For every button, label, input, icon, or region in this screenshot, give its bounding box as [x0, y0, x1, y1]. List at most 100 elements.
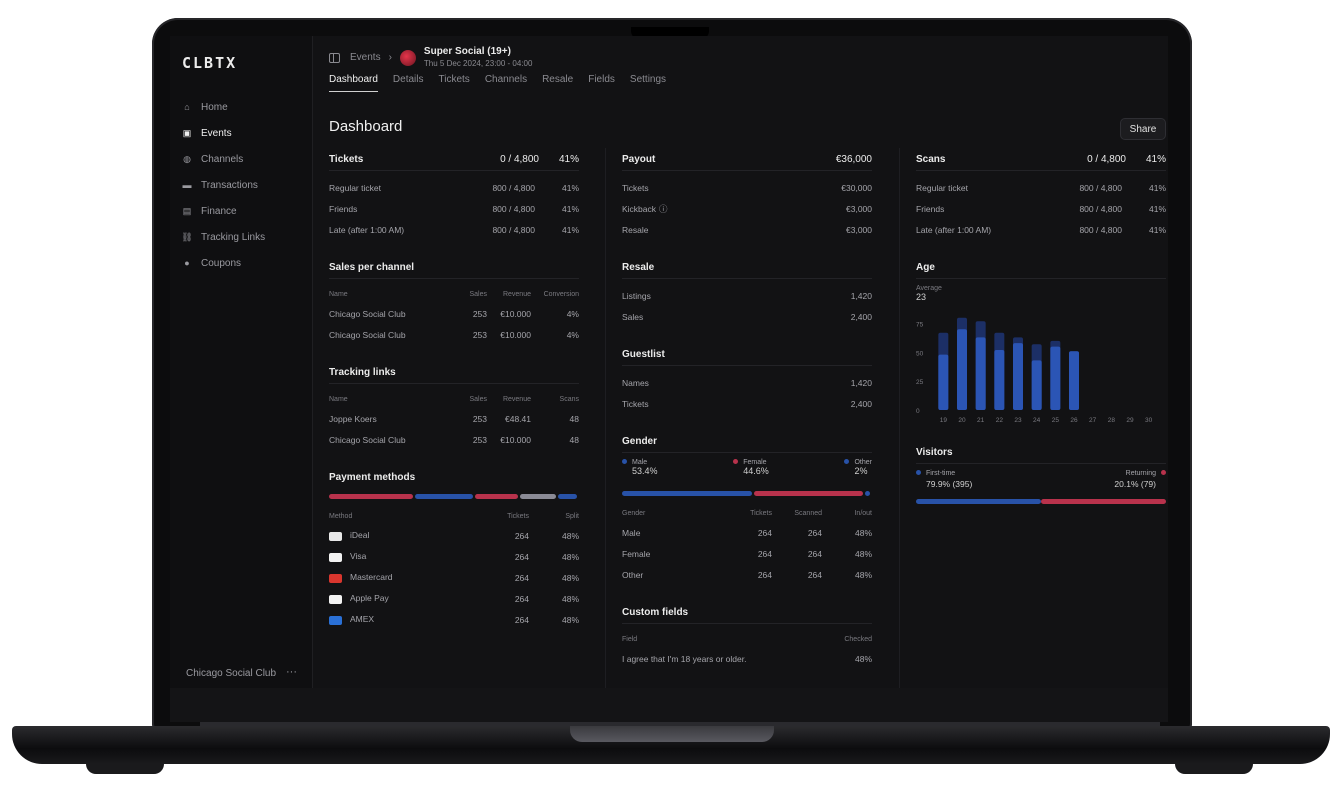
table-row[interactable]: Apple Pay 264 48% [329, 588, 579, 609]
scans-total: 0 / 4,800 [1087, 153, 1126, 165]
tab-settings[interactable]: Settings [629, 74, 667, 85]
sidebar-item-home[interactable]: ⌂ Home [182, 94, 307, 120]
sidebar-item-coupons[interactable]: ● Coupons [182, 250, 307, 276]
table-cell: Female [622, 548, 651, 559]
x-tick-label: 20 [958, 417, 966, 424]
payment-methods-section: Payment methods Method Tickets Split iDeal 2… [329, 466, 579, 630]
first-time-label: First-time [926, 470, 956, 477]
sidebar-item-label: Transactions [201, 179, 258, 191]
table-header: Name Sales Revenue Conversion [329, 285, 579, 303]
y-tick-label: 50 [916, 350, 924, 357]
share-button[interactable]: Share [1120, 118, 1166, 140]
sidebar-toggle-icon[interactable] [329, 52, 340, 63]
age-bar[interactable] [1050, 346, 1061, 410]
sidebar-item-label: Tracking Links [201, 231, 266, 243]
tab-resale[interactable]: Resale [542, 74, 574, 85]
table-row[interactable]: I agree that I'm 18 years or older. 48% [622, 648, 872, 669]
x-tick-label: 24 [1033, 417, 1041, 424]
column-header: Gender [622, 509, 646, 517]
returning-dot [1161, 470, 1166, 475]
table-row[interactable]: Male 264 264 48% [622, 522, 872, 543]
age-bar[interactable] [957, 329, 967, 410]
tab-dashboard[interactable]: Dashboard [329, 74, 378, 92]
sidebar-item-transactions[interactable]: ▬ Transactions [182, 172, 307, 198]
first-time-value: 79.9% (395) [926, 479, 973, 489]
table-row[interactable]: Mastercard 264 48% [329, 567, 579, 588]
laptop-foot-right [1175, 764, 1253, 774]
column-right: Scans 0 / 4,800 41% Regular ticket 800 / 4… [916, 148, 1166, 512]
gender-bar-segment [622, 491, 753, 496]
payment-method-name: iDeal [350, 530, 370, 541]
table-row[interactable]: Other 264 264 48% [622, 564, 872, 585]
sidebar-item-label: Events [201, 127, 232, 139]
sidebar-item-finance[interactable]: ▤ Finance [182, 198, 307, 224]
row-value: 2,400 [850, 398, 872, 409]
table-row[interactable]: Joppe Koers 253 €48.41 48 [329, 408, 579, 429]
table-row[interactable]: AMEX 264 48% [329, 609, 579, 630]
age-bar[interactable] [1069, 351, 1079, 410]
y-tick-label: 75 [916, 322, 924, 329]
table-row[interactable]: Female 264 264 48% [622, 543, 872, 564]
sidebar-item-label: Home [201, 101, 228, 113]
payment-bar-segment [329, 494, 413, 499]
column-header: Revenue [502, 395, 531, 403]
tab-details[interactable]: Details [392, 74, 424, 85]
tab-channels[interactable]: Channels [484, 74, 528, 85]
laptop-chin [170, 688, 1168, 722]
tickets-section: Tickets 0 / 4,800 41% Regular ticket 800 /… [329, 148, 579, 240]
trackpad-notch [570, 726, 774, 742]
row-count: 800 / 4,800 [1079, 182, 1122, 193]
event-date: Thu 5 Dec 2024, 23:00 - 04:00 [423, 59, 533, 68]
tab-fields[interactable]: Fields [588, 74, 615, 85]
row-name: Friends [916, 203, 945, 214]
column-header: Sales [469, 290, 487, 298]
table-cell: I agree that I'm 18 years or older. [622, 653, 747, 664]
age-bar[interactable] [1013, 343, 1023, 410]
org-name[interactable]: Chicago Social Club [186, 668, 277, 679]
table-row[interactable]: Visa 264 48% [329, 546, 579, 567]
column-header: In/out [854, 509, 872, 517]
column-header: Revenue [502, 290, 531, 298]
sidebar-item-tracking-links[interactable]: ⛓ Tracking Links [181, 224, 307, 250]
logo[interactable]: CLBTX [182, 54, 238, 72]
age-bar[interactable] [1031, 360, 1042, 410]
column-header: Sales [469, 395, 487, 403]
payment-bar-segment [519, 494, 556, 499]
org-more-button[interactable]: ··· [286, 666, 297, 678]
payment-methods-title: Payment methods [329, 471, 416, 483]
table-row[interactable]: iDeal 264 48% [329, 525, 579, 546]
column-header: Split [565, 512, 579, 520]
row-name: Listings [622, 290, 651, 301]
table-cell: 4% [566, 329, 579, 340]
gender-bar-segment [754, 491, 864, 496]
row-pct: 41% [1148, 224, 1166, 235]
age-bar[interactable] [994, 350, 1005, 410]
column-header: Conversion [543, 290, 579, 298]
table-row[interactable]: Chicago Social Club 253 €10.000 4% [329, 324, 579, 345]
x-tick-label: 23 [1014, 417, 1022, 424]
table-cell: 48% [854, 548, 872, 559]
row-value: 1,420 [850, 290, 872, 301]
sidebar-item-channels[interactable]: ◍ Channels [182, 146, 307, 172]
table-cell: €48.41 [505, 413, 531, 424]
breadcrumb-events[interactable]: Events [350, 52, 381, 63]
table-row[interactable]: Chicago Social Club 253 €10.000 48 [329, 429, 579, 450]
gender-legend: Male 53.4% Female 44.6% Other 2% [622, 459, 872, 485]
age-average-value: 23 [916, 292, 927, 302]
list-item: Tickets €30,000 [622, 177, 872, 198]
event-title: Super Social (19+) [423, 46, 511, 57]
age-bar[interactable] [975, 337, 986, 410]
table-header: Name Sales Revenue Scans [329, 390, 579, 408]
age-bar[interactable] [938, 354, 949, 410]
guestlist-section: Guestlist Names 1,420 Tickets 2,400 [622, 343, 872, 414]
sidebar-item-events[interactable]: ▣ Events [182, 120, 307, 146]
payment-bar-segment [557, 494, 577, 499]
tab-tickets[interactable]: Tickets [438, 74, 470, 85]
sales-per-channel-title: Sales per channel [329, 261, 415, 273]
returning-value: 20.1% (79) [1114, 479, 1156, 489]
row-value: 1,420 [850, 377, 872, 388]
table-cell: 48% [854, 653, 872, 664]
info-icon[interactable]: ⓘ [659, 203, 668, 214]
scans-section: Scans 0 / 4,800 41% Regular ticket 800 / 4… [916, 148, 1166, 240]
table-row[interactable]: Chicago Social Club 253 €10.000 4% [329, 303, 579, 324]
